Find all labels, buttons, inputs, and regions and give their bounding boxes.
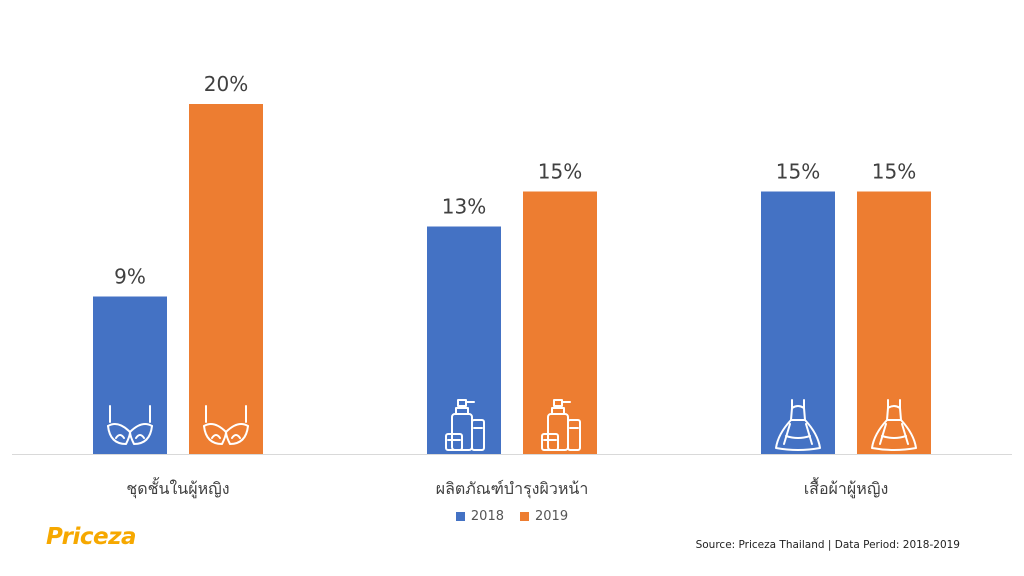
data-label-2019-3: 15% xyxy=(872,160,916,184)
bar-group-3: 15% 15% เสื้อผ้าผู้หญิง xyxy=(761,160,931,499)
category-label-3: เสื้อผ้าผู้หญิง xyxy=(804,477,889,499)
category-label-2: ผลิตภัณฑ์บำรุงผิวหน้า xyxy=(436,479,589,499)
legend-label-2018: 2018 xyxy=(470,509,504,524)
data-label-2018-3: 15% xyxy=(776,160,820,184)
bra-icon xyxy=(203,405,249,445)
bar-group-2: 13% 15% ผลิตภัณฑ์บำรุงผิวหน้า xyxy=(427,160,597,499)
priceza-logo: Priceza xyxy=(46,524,137,550)
data-label-2019-1: 20% xyxy=(204,72,248,96)
data-label-2018-1: 9% xyxy=(114,265,146,289)
category-label-1: ชุดชั้นในผู้หญิง xyxy=(126,477,229,499)
legend: 2018 2019 xyxy=(0,509,1024,524)
bar-chart: 9% 20% ชุดชั้นในผู้หญิง 13% 15% ผลิตภัณฑ์บำรุ… xyxy=(12,72,1012,499)
source-note: Source: Priceza Thailand | Data Period: … xyxy=(695,539,960,551)
bra-icon xyxy=(107,405,153,445)
legend-item-2018: 2018 xyxy=(455,509,504,524)
legend-item-2019: 2019 xyxy=(520,509,568,524)
bar-2019-1 xyxy=(189,104,263,454)
legend-swatch-2019 xyxy=(520,512,529,521)
skincare-bottles-icon xyxy=(445,399,485,451)
bar-group-1: 9% 20% ชุดชั้นในผู้หญิง xyxy=(93,72,263,499)
bar-2018-3 xyxy=(761,191,835,454)
bar-2018-2 xyxy=(427,226,501,454)
dress-icon xyxy=(775,399,821,451)
bar-2019-2 xyxy=(523,191,597,454)
legend-swatch-2018 xyxy=(455,512,465,521)
bar-2018-1 xyxy=(93,296,167,454)
bar-2019-3 xyxy=(857,191,931,454)
data-label-2018-2: 13% xyxy=(442,195,486,219)
data-label-2019-2: 15% xyxy=(538,160,582,184)
skincare-bottles-icon xyxy=(541,399,581,451)
legend-label-2019: 2019 xyxy=(535,509,569,524)
dress-icon xyxy=(871,399,917,451)
